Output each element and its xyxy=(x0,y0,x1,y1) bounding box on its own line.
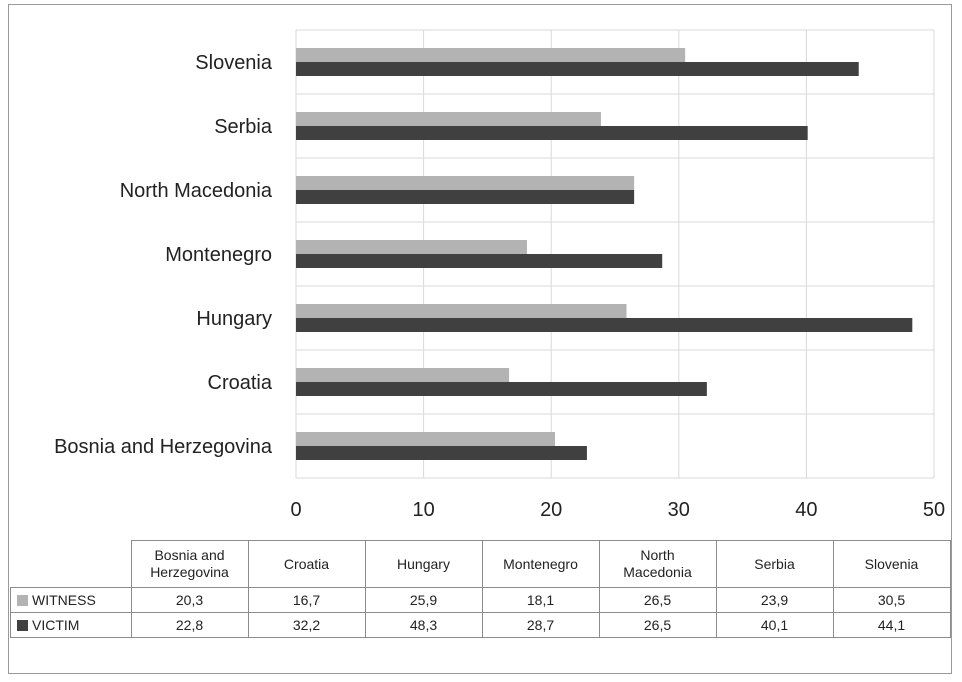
table-category-header: Slovenia xyxy=(832,540,951,588)
table-cell: 22,8 xyxy=(130,612,249,638)
bar-victim xyxy=(296,190,635,204)
bar-witness xyxy=(296,112,601,126)
table-cell: 26,5 xyxy=(598,612,717,638)
legend-entry: VICTIM xyxy=(10,612,132,638)
gridlines xyxy=(295,29,935,479)
x-tick-label: 20 xyxy=(540,499,562,521)
bar-witness xyxy=(296,240,527,254)
category-label: Croatia xyxy=(208,372,273,394)
bar-witness xyxy=(296,48,686,62)
x-tick-label: 10 xyxy=(412,499,434,521)
bar-victim xyxy=(296,318,913,332)
legend-label: WITNESS xyxy=(32,592,96,608)
table-row: WITNESS 20,3 16,7 25,9 18,1 26,5 23,9 30,5 xyxy=(10,587,951,613)
legend-swatch xyxy=(17,595,28,606)
bar-witness xyxy=(296,176,635,190)
category-label: Montenegro xyxy=(165,244,272,266)
bar-witness xyxy=(296,368,510,382)
table-cell: 30,5 xyxy=(832,587,951,613)
bar-victim xyxy=(296,446,587,460)
table-cell: 40,1 xyxy=(715,612,834,638)
x-tick-label: 0 xyxy=(290,499,301,521)
x-tick-label: 40 xyxy=(795,499,817,521)
table-cell: 16,7 xyxy=(247,587,366,613)
category-label: North Macedonia xyxy=(120,180,273,202)
table-cell: 18,1 xyxy=(481,587,600,613)
legend-swatch xyxy=(17,620,28,631)
table-category-header: Serbia xyxy=(715,540,834,588)
bar-victim xyxy=(296,382,707,396)
table-category-header: Hungary xyxy=(364,540,483,588)
table-category-header: Bosnia and Herzegovina xyxy=(130,540,249,588)
data-table: Bosnia and Herzegovina Croatia Hungary Monte… xyxy=(10,540,951,638)
category-label: Slovenia xyxy=(195,52,273,74)
table-cell: 28,7 xyxy=(481,612,600,638)
bar-witness xyxy=(296,432,556,446)
table-row: VICTIM 22,8 32,2 48,3 28,7 26,5 40,1 44,1 xyxy=(10,612,951,638)
table-cell: 20,3 xyxy=(130,587,249,613)
bar-chart: Bosnia and Herzegovina Croatia Hungary Mont… xyxy=(54,29,945,521)
table-cell: 23,9 xyxy=(715,587,834,613)
table-corner xyxy=(11,541,132,588)
legend-label: VICTIM xyxy=(32,617,80,633)
chart-frame xyxy=(8,4,952,674)
table-cell: 44,1 xyxy=(832,612,951,638)
table-category-header: Croatia xyxy=(247,540,366,588)
x-tick-label: 30 xyxy=(668,499,690,521)
x-tick-label: 50 xyxy=(923,499,945,521)
table-header-row: Bosnia and Herzegovina Croatia Hungary Monte… xyxy=(11,540,951,588)
table-cell: 25,9 xyxy=(364,587,483,613)
bars xyxy=(296,48,913,460)
table-cell: 26,5 xyxy=(598,587,717,613)
x-axis-tick-labels: 0 10 20 30 40 50 xyxy=(290,499,945,521)
legend-entry: WITNESS xyxy=(10,587,132,613)
bar-victim xyxy=(296,62,859,76)
table-cell: 48,3 xyxy=(364,612,483,638)
bar-witness xyxy=(296,304,627,318)
category-label: Bosnia and Herzegovina xyxy=(54,436,273,458)
category-label: Hungary xyxy=(196,308,272,330)
category-label: Serbia xyxy=(214,116,273,138)
table-category-header: Montenegro xyxy=(481,540,600,588)
bar-victim xyxy=(296,126,808,140)
table-category-header: North Macedonia xyxy=(598,540,717,588)
table-body: WITNESS 20,3 16,7 25,9 18,1 26,5 23,9 30,5 VICTI… xyxy=(10,587,951,638)
table-cell: 32,2 xyxy=(247,612,366,638)
category-labels: Bosnia and Herzegovina Croatia Hungary Mont… xyxy=(54,52,273,458)
bar-victim xyxy=(296,254,663,268)
